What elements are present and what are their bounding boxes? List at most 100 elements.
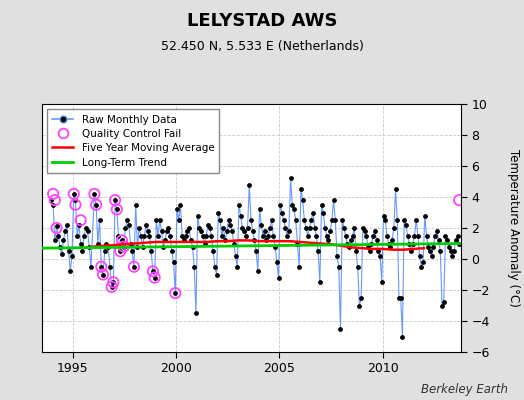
Point — [61, 228, 69, 234]
Point — [248, 228, 257, 234]
Point — [446, 248, 455, 254]
Point — [259, 232, 267, 239]
Point — [448, 253, 456, 259]
Point — [188, 243, 196, 250]
Point — [247, 217, 255, 224]
Point — [381, 217, 389, 224]
Point — [455, 240, 463, 247]
Point — [156, 217, 164, 224]
Point — [309, 209, 317, 216]
Point — [111, 197, 119, 203]
Point — [407, 248, 415, 254]
Point — [376, 253, 384, 259]
Point — [416, 253, 424, 259]
Point — [236, 212, 245, 219]
Point — [150, 274, 159, 281]
Point — [324, 237, 333, 244]
Point — [70, 191, 78, 197]
Point — [366, 248, 374, 254]
Point — [398, 333, 407, 340]
Point — [441, 232, 450, 239]
Point — [157, 228, 166, 234]
Point — [264, 232, 272, 239]
Point — [197, 228, 205, 234]
Point — [204, 222, 212, 228]
Point — [126, 240, 135, 247]
Point — [345, 243, 353, 250]
Point — [64, 248, 73, 254]
Point — [70, 191, 78, 197]
Point — [361, 228, 369, 234]
Point — [85, 243, 93, 250]
Point — [133, 243, 141, 250]
Point — [331, 217, 340, 224]
Point — [379, 212, 388, 219]
Point — [431, 232, 439, 239]
Point — [132, 202, 140, 208]
Point — [243, 225, 252, 231]
Point — [180, 237, 188, 244]
Point — [438, 302, 446, 309]
Point — [77, 240, 85, 247]
Point — [321, 225, 329, 231]
Point — [150, 274, 159, 281]
Point — [405, 240, 413, 247]
Point — [121, 225, 129, 231]
Point — [419, 259, 427, 265]
Point — [137, 232, 145, 239]
Point — [221, 237, 230, 244]
Point — [428, 253, 436, 259]
Point — [211, 264, 219, 270]
Point — [311, 225, 319, 231]
Point — [326, 228, 334, 234]
Point — [369, 232, 377, 239]
Point — [278, 209, 286, 216]
Point — [230, 240, 238, 247]
Point — [279, 217, 288, 224]
Point — [56, 243, 64, 250]
Point — [94, 240, 102, 247]
Point — [193, 212, 202, 219]
Point — [335, 264, 343, 270]
Point — [409, 240, 417, 247]
Point — [95, 217, 104, 224]
Point — [54, 232, 62, 239]
Point — [328, 217, 336, 224]
Point — [49, 202, 57, 208]
Point — [51, 197, 59, 203]
Point — [87, 264, 95, 270]
Point — [142, 222, 150, 228]
Point — [255, 206, 264, 213]
Point — [330, 197, 338, 203]
Point — [90, 191, 99, 197]
Point — [393, 217, 401, 224]
Point — [281, 225, 290, 231]
Point — [187, 237, 195, 244]
Point — [212, 271, 221, 278]
Point — [101, 248, 109, 254]
Point — [312, 232, 321, 239]
Point — [140, 232, 148, 239]
Point — [410, 232, 419, 239]
Text: LELYSTAD AWS: LELYSTAD AWS — [187, 12, 337, 30]
Point — [314, 248, 322, 254]
Point — [352, 248, 360, 254]
Point — [443, 237, 451, 244]
Point — [169, 259, 178, 265]
Point — [266, 225, 274, 231]
Point — [97, 264, 105, 270]
Point — [152, 217, 160, 224]
Point — [290, 206, 298, 213]
Point — [346, 237, 355, 244]
Point — [216, 217, 224, 224]
Point — [58, 251, 66, 258]
Point — [174, 217, 183, 224]
Point — [305, 225, 314, 231]
Point — [228, 228, 236, 234]
Point — [358, 225, 367, 231]
Point — [145, 232, 154, 239]
Point — [350, 225, 358, 231]
Point — [288, 202, 297, 208]
Point — [205, 225, 214, 231]
Point — [107, 284, 116, 290]
